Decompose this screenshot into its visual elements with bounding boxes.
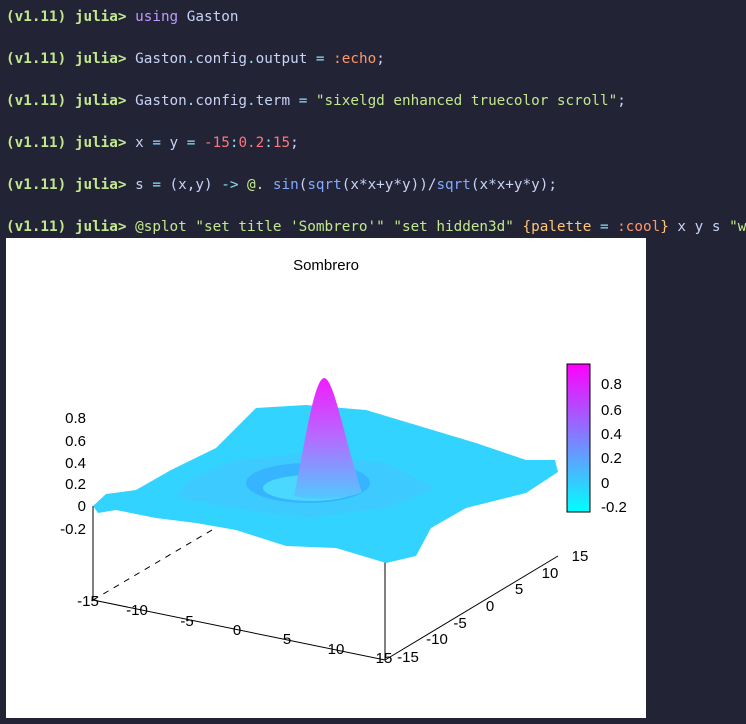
code-token: sqrt	[436, 177, 471, 193]
code-token: =	[152, 135, 161, 151]
tick-label: 0	[233, 622, 241, 639]
code-token: @.	[238, 177, 265, 193]
code-token: :	[264, 135, 273, 151]
code-token: ;	[376, 51, 385, 67]
code-token: using	[135, 9, 179, 25]
terminal-line: (v1.11) julia> s = (x,y) -> @. sin(sqrt(…	[6, 175, 557, 195]
code-token: (x*x+y*y);	[470, 177, 557, 193]
code-token: =	[186, 135, 196, 151]
colorbar	[566, 363, 591, 513]
code-token: :	[229, 135, 239, 151]
code-token: {palette	[522, 219, 600, 235]
tick-label: 0.8	[601, 376, 622, 393]
code-token: .	[247, 93, 256, 109]
code-token: config	[195, 51, 248, 67]
tick-label: 0.6	[65, 433, 86, 450]
tick-label: 0.8	[65, 410, 86, 427]
prompt: (v1.11) julia>	[6, 219, 127, 235]
code-token: ;	[290, 135, 299, 151]
tick-label: -5	[180, 613, 193, 630]
colorbar-axis: 0.8 0.6 0.4 0.2 0 -0.2	[601, 376, 627, 516]
tick-label: -10	[426, 631, 448, 648]
tick-label: 15	[376, 650, 393, 667]
z-axis: 0.8 0.6 0.4 0.2 0 -0.2	[60, 410, 86, 538]
terminal-line: (v1.11) julia> x = y = -15:0.2:15;	[6, 133, 299, 153]
code-token: y	[160, 135, 187, 151]
code-token: .	[186, 93, 196, 109]
y-axis: -15 -10 -5 0 5 10 15	[397, 548, 588, 666]
code-token: @splot	[135, 219, 187, 235]
prompt: (v1.11) julia>	[6, 177, 127, 193]
plot-image: Sombrero 0.80.60.40.20-0.2 0.80.60.40.20…	[6, 238, 646, 718]
code-token: sin	[264, 177, 299, 193]
code-token: -15	[195, 135, 230, 151]
x-axis: -15 -10 -5 0 5 10 15	[77, 593, 392, 667]
code-token: (	[298, 177, 308, 193]
terminal-line: (v1.11) julia> using Gaston	[6, 7, 238, 27]
tick-label: 0	[601, 475, 609, 492]
code-token: x y s	[668, 219, 730, 235]
code-token: term	[255, 93, 299, 109]
tick-label: 0.4	[65, 455, 86, 472]
tick-label: 15	[572, 548, 589, 565]
terminal-line: (v1.11) julia> Gaston.config.term = "six…	[6, 91, 626, 111]
tick-label: 10	[542, 565, 559, 582]
code-token: =	[599, 219, 609, 235]
code-token: =	[315, 51, 325, 67]
tick-label: -0.2	[601, 499, 627, 516]
code-token: Gaston	[178, 9, 239, 25]
code-token: x	[135, 135, 153, 151]
code-token: }	[660, 219, 669, 235]
code-token: ->	[221, 177, 239, 193]
tick-label: -15	[397, 649, 419, 666]
terminal-line: (v1.11) julia> Gaston.config.output = :e…	[6, 49, 385, 69]
code-token: ;	[617, 93, 626, 109]
code-token: .	[247, 51, 256, 67]
tick-label: -15	[77, 593, 99, 610]
prompt: (v1.11) julia>	[6, 9, 127, 25]
tick-label: 5	[283, 631, 291, 648]
prompt: (v1.11) julia>	[6, 135, 127, 151]
code-token: s	[135, 177, 153, 193]
code-token: sqrt	[307, 177, 342, 193]
terminal-line: (v1.11) julia> @splot "set title 'Sombre…	[6, 217, 746, 237]
code-token: 15	[272, 135, 291, 151]
tick-label: 10	[328, 641, 345, 658]
tick-label: 0.2	[65, 476, 86, 493]
tick-label: 0.4	[601, 426, 622, 443]
code-token: config	[195, 93, 248, 109]
tick-label: -5	[453, 615, 466, 632]
axes-frame	[92, 506, 559, 661]
code-token: =	[152, 177, 161, 193]
prompt: (v1.11) julia>	[6, 51, 127, 67]
code-token: .	[186, 51, 196, 67]
tick-label: -0.2	[60, 521, 86, 538]
code-token: (x*x+y*y))/	[341, 177, 437, 193]
code-token: 0.2	[238, 135, 265, 151]
tick-label: 0.2	[601, 450, 622, 467]
code-token: Gaston	[135, 93, 187, 109]
code-token: "set title 'Sombrero'" "set hidden3d"	[186, 219, 523, 235]
code-token: output	[255, 51, 316, 67]
code-token: "w pm3d"	[729, 219, 746, 235]
tick-label: -10	[126, 602, 148, 619]
tick-label: 5	[515, 581, 523, 598]
code-token: Gaston	[135, 51, 187, 67]
code-token: :echo	[324, 51, 377, 67]
terminal: (v1.11) julia> using Gaston (v1.11) julia…	[0, 0, 746, 240]
tick-label: 0	[486, 598, 494, 615]
code-token: :cool	[608, 219, 661, 235]
plot-title: Sombrero	[293, 257, 359, 274]
code-token: =	[298, 93, 308, 109]
tick-label: 0.6	[601, 402, 622, 419]
prompt: (v1.11) julia>	[6, 93, 127, 109]
tick-label: 0	[78, 498, 86, 515]
surface	[93, 378, 558, 563]
code-token: (x,y)	[160, 177, 222, 193]
code-token: "sixelgd enhanced truecolor scroll"	[307, 93, 618, 109]
